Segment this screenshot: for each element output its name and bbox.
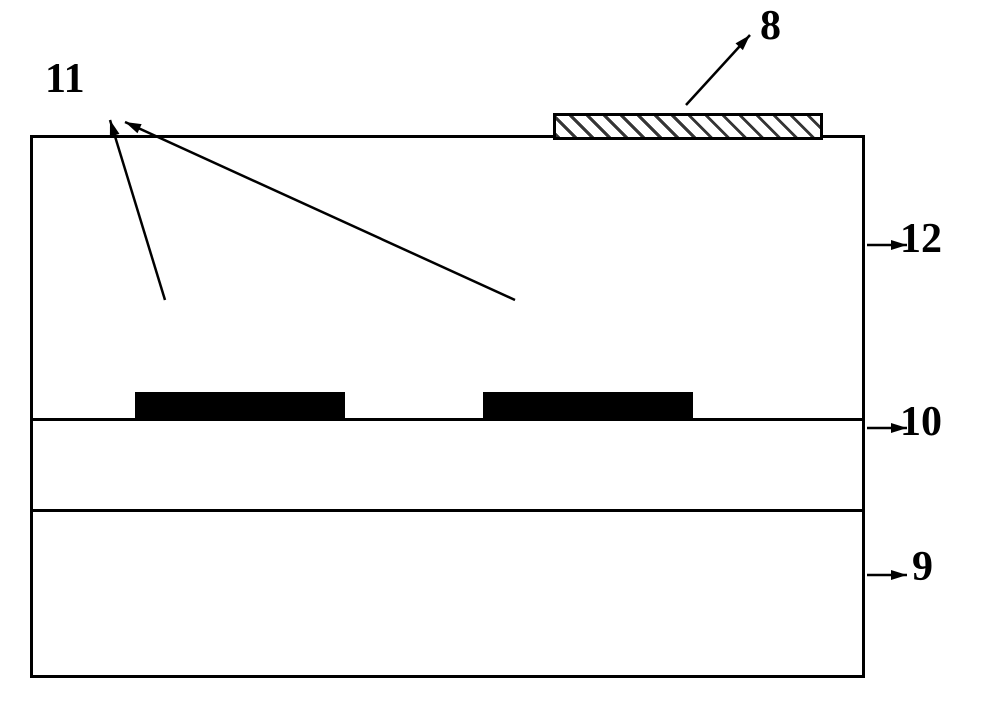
layer-middle <box>30 418 865 512</box>
electrode-left <box>135 392 345 418</box>
layer-top <box>30 135 865 421</box>
layer-bottom <box>30 509 865 678</box>
label-11: 11 <box>45 55 85 103</box>
label-8: 8 <box>760 2 781 50</box>
label-10: 10 <box>900 398 942 446</box>
label-9: 9 <box>912 543 933 591</box>
hatched-top-layer <box>553 113 823 140</box>
diagram-root <box>30 135 865 678</box>
electrode-right <box>483 392 693 418</box>
label-12: 12 <box>900 215 942 263</box>
